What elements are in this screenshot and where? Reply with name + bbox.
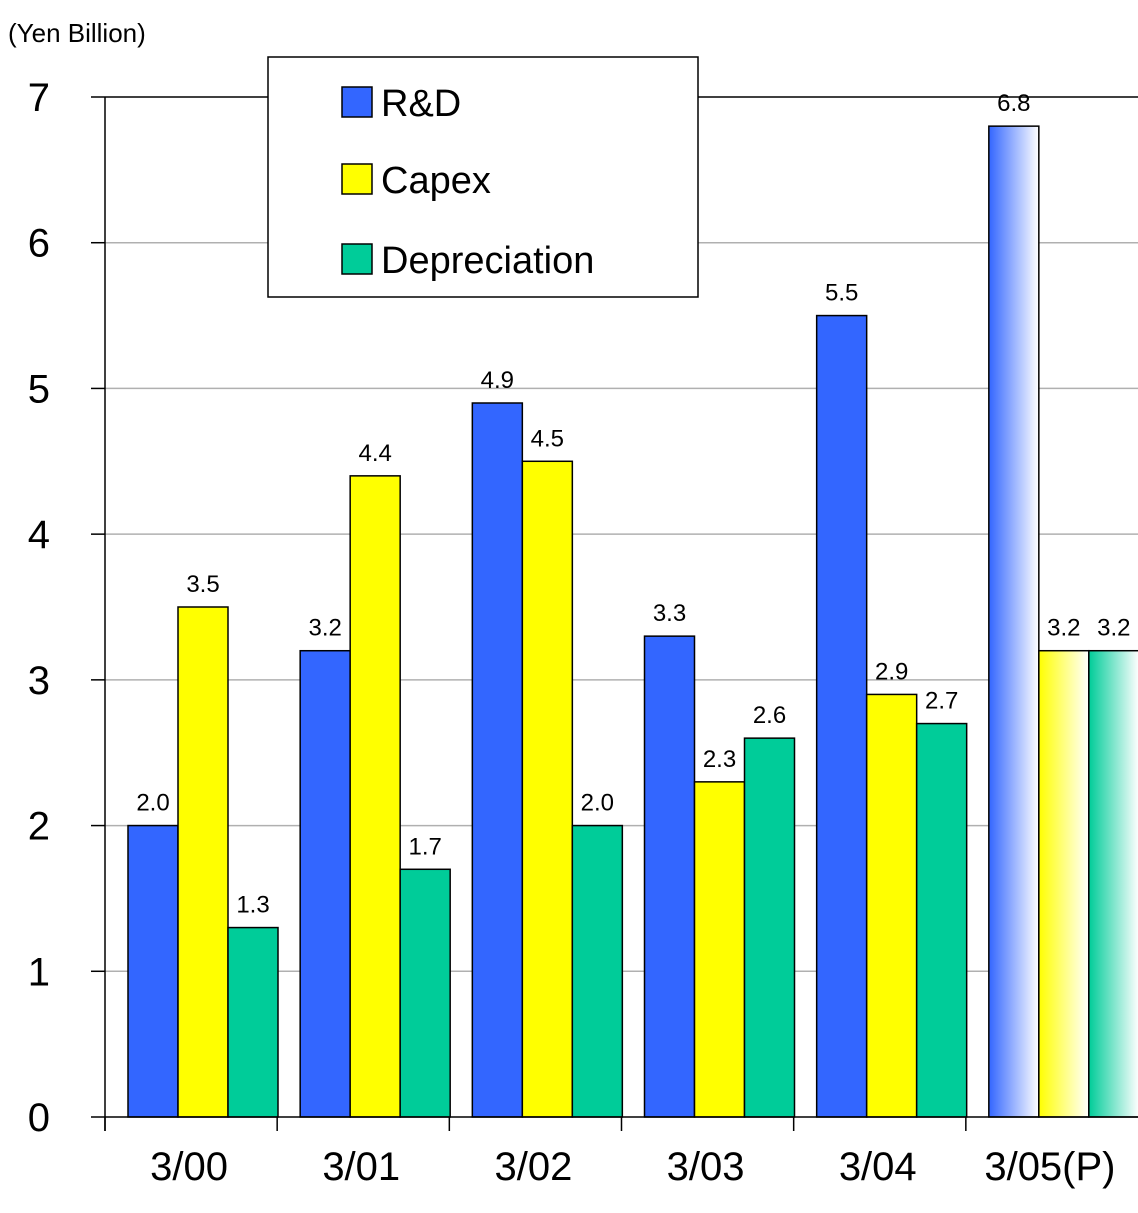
data-label: 3.5 <box>186 571 219 598</box>
y-tick-label: 5 <box>28 367 50 411</box>
x-axis-ticks: 3/00 3/01 3/02 3/03 3/04 3/05(P) <box>104 1117 1116 1189</box>
x-tick-label: 3/03 <box>667 1145 745 1189</box>
data-label: 2.9 <box>875 658 908 685</box>
bar-capex <box>177 606 229 1118</box>
x-tick-label: 3/04 <box>839 1145 917 1189</box>
legend-swatch <box>341 86 373 118</box>
bar-capex <box>521 460 574 1118</box>
bar-r-d <box>471 402 524 1118</box>
y-tick-label: 0 <box>28 1096 50 1140</box>
y-tick-label: 1 <box>28 950 50 994</box>
legend-swatch <box>341 163 373 195</box>
y-tick-label: 4 <box>28 513 50 557</box>
bar-depreciation <box>915 722 968 1118</box>
data-label: 3.2 <box>308 615 341 642</box>
legend-label: Capex <box>381 160 491 202</box>
data-label: 3.3 <box>653 600 686 627</box>
y-tick-label: 7 <box>28 76 50 120</box>
y-axis-ticks: 0 1 2 3 4 5 6 7 <box>28 76 105 1140</box>
bar-depreciation <box>227 926 279 1118</box>
x-tick-label: 3/00 <box>150 1145 228 1189</box>
legend-label: R&D <box>381 83 461 125</box>
bar-capex <box>1038 649 1090 1118</box>
y-tick-label: 6 <box>28 222 50 266</box>
data-label: 5.5 <box>825 280 858 307</box>
y-tick-label: 2 <box>28 805 50 849</box>
data-label: 2.0 <box>136 790 169 817</box>
data-label: 4.5 <box>531 425 564 452</box>
y-unit-label: (Yen Billion) <box>8 18 146 48</box>
bar-capex <box>349 475 401 1118</box>
bars <box>127 125 1138 1118</box>
legend-swatch <box>341 243 373 275</box>
data-label: 4.4 <box>358 440 391 467</box>
bar-r-d <box>127 824 179 1118</box>
bar-r-d <box>299 649 351 1118</box>
bar-depreciation <box>743 737 796 1118</box>
bar-depreciation <box>571 824 624 1118</box>
x-tick-label: 3/01 <box>322 1145 400 1189</box>
bar-capex <box>865 693 918 1118</box>
y-tick-label: 3 <box>28 659 50 703</box>
data-label: 3.2 <box>1047 615 1080 642</box>
legend-box <box>267 56 699 298</box>
data-label: 2.7 <box>925 688 958 715</box>
legend-label: Depreciation <box>381 240 594 282</box>
bar-depreciation <box>1088 649 1138 1118</box>
bar-r-d <box>643 635 696 1118</box>
bar-capex <box>693 781 746 1118</box>
x-tick-label: 3/02 <box>494 1145 572 1189</box>
x-tick-label: 3/05(P) <box>984 1145 1115 1189</box>
data-label: 2.0 <box>581 790 614 817</box>
bar-r-d <box>815 314 868 1118</box>
data-labels: 2.0 3.5 1.3 3.2 4.4 1.7 4.9 4.5 2.0 3.3 2.3 2.6 5.5 2… <box>136 90 1130 918</box>
data-label: 1.3 <box>236 892 269 919</box>
data-label: 1.7 <box>408 833 441 860</box>
data-label: 6.8 <box>997 90 1030 117</box>
legend: R&D Capex Depreciation <box>267 56 699 298</box>
bar-depreciation <box>399 868 451 1118</box>
data-label: 3.2 <box>1097 615 1130 642</box>
bar-r-d <box>988 125 1040 1118</box>
data-label: 4.9 <box>481 367 514 394</box>
data-label: 2.6 <box>753 702 786 729</box>
data-label: 2.3 <box>703 746 736 773</box>
